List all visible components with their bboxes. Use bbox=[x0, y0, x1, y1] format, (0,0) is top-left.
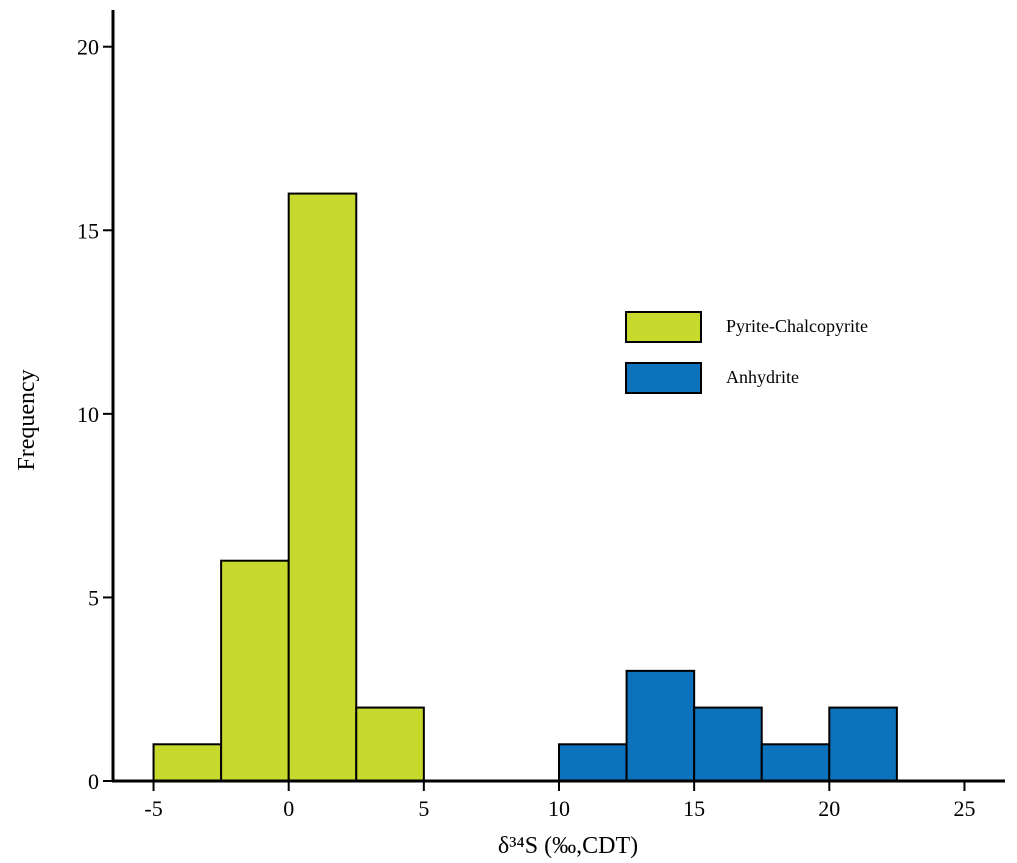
y-tick-label: 5 bbox=[88, 585, 99, 610]
bar-anhydrite-3 bbox=[760, 743, 831, 782]
y-axis-title: Frequency bbox=[14, 369, 40, 470]
x-tick-label: 0 bbox=[283, 796, 294, 821]
legend-label: Pyrite-Chalcopyrite bbox=[726, 316, 868, 336]
x-tick-label: 25 bbox=[953, 796, 975, 821]
x-tick-label: 5 bbox=[418, 796, 429, 821]
legend-label: Anhydrite bbox=[726, 367, 799, 387]
bar-pyrite-chalcopyrite-0 bbox=[152, 743, 223, 782]
legend-swatch-anhydrite bbox=[625, 362, 702, 394]
bar-pyrite-chalcopyrite-2 bbox=[287, 192, 358, 783]
ticks-group: 0 5 10 15 20 -5 0 5 10 15 20 25 bbox=[77, 35, 975, 821]
bar-pyrite-chalcopyrite-1 bbox=[220, 559, 290, 783]
y-tick-label: 0 bbox=[88, 769, 99, 794]
bar-anhydrite-0 bbox=[558, 743, 628, 782]
x-tick-label: 10 bbox=[548, 796, 570, 821]
bar-anhydrite-1 bbox=[625, 669, 696, 782]
bar-pyrite-chalcopyrite-3 bbox=[355, 706, 425, 782]
x-tick-label: -5 bbox=[144, 796, 162, 821]
bar-anhydrite-2 bbox=[693, 706, 763, 782]
legend: Pyrite-Chalcopyrite Anhydrite bbox=[625, 311, 868, 394]
y-tick-label: 20 bbox=[77, 35, 99, 60]
x-tick-label: 15 bbox=[683, 796, 705, 821]
x-tick-label: 20 bbox=[818, 796, 840, 821]
legend-swatch-pyrite-chalcopyrite bbox=[625, 311, 702, 343]
x-axis-title: δ³⁴S (‰,CDT) bbox=[498, 833, 638, 859]
bar-anhydrite-4 bbox=[828, 706, 898, 782]
y-tick-label: 15 bbox=[77, 218, 99, 243]
y-tick-label: 10 bbox=[77, 402, 99, 427]
bars-group bbox=[152, 192, 898, 783]
